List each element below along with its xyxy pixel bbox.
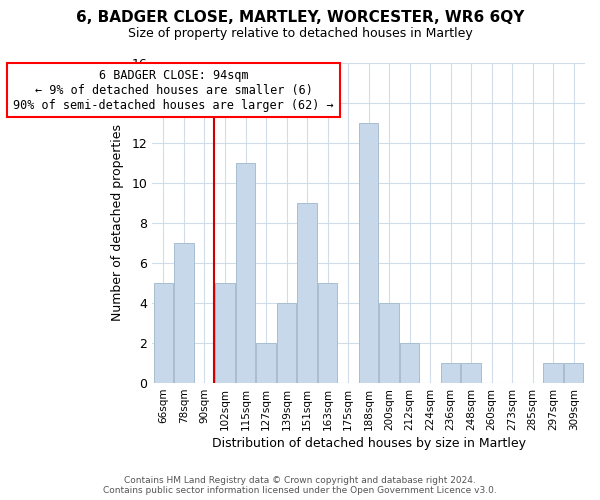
Text: 6 BADGER CLOSE: 94sqm
← 9% of detached houses are smaller (6)
90% of semi-detach: 6 BADGER CLOSE: 94sqm ← 9% of detached h… <box>13 68 334 112</box>
Bar <box>256 343 276 383</box>
Bar <box>236 162 255 383</box>
Text: 6, BADGER CLOSE, MARTLEY, WORCESTER, WR6 6QY: 6, BADGER CLOSE, MARTLEY, WORCESTER, WR6… <box>76 10 524 25</box>
Bar <box>174 243 194 383</box>
Bar <box>215 283 235 383</box>
Bar <box>564 363 583 383</box>
Bar <box>379 303 399 383</box>
Y-axis label: Number of detached properties: Number of detached properties <box>112 124 124 322</box>
Bar <box>544 363 563 383</box>
Bar <box>318 283 337 383</box>
Bar <box>277 303 296 383</box>
Bar <box>298 202 317 383</box>
Bar <box>461 363 481 383</box>
Text: Contains HM Land Registry data © Crown copyright and database right 2024.
Contai: Contains HM Land Registry data © Crown c… <box>103 476 497 495</box>
Text: Size of property relative to detached houses in Martley: Size of property relative to detached ho… <box>128 28 472 40</box>
Bar <box>400 343 419 383</box>
Bar <box>441 363 460 383</box>
X-axis label: Distribution of detached houses by size in Martley: Distribution of detached houses by size … <box>212 437 526 450</box>
Bar <box>359 122 379 383</box>
Bar <box>154 283 173 383</box>
